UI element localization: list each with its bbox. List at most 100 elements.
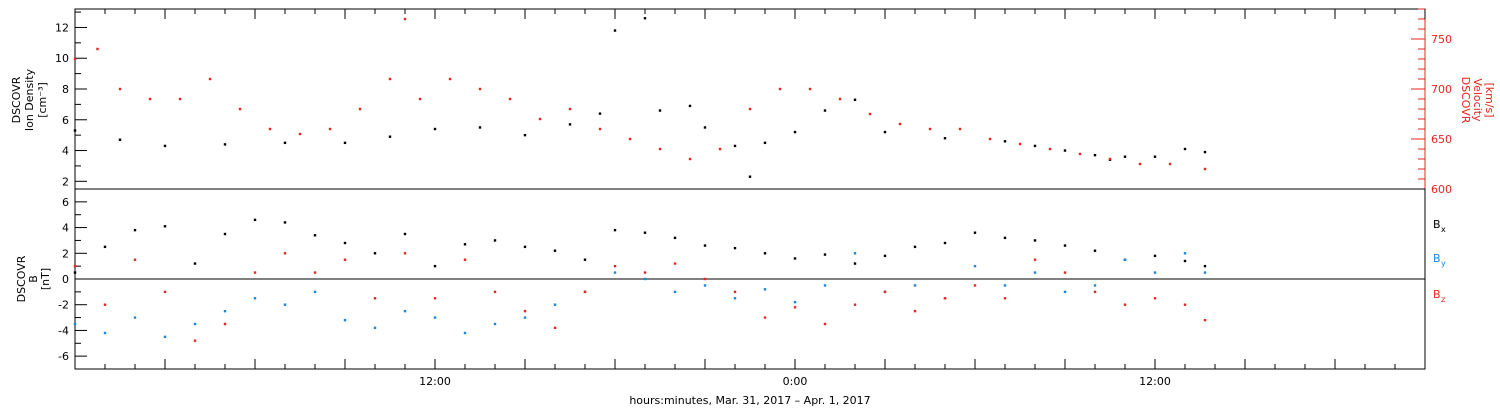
data-point	[433, 264, 437, 268]
data-point	[1003, 236, 1007, 240]
velocity-axis-label-line2: Velocity	[1471, 78, 1484, 122]
data-point	[208, 77, 212, 81]
data-point	[253, 297, 257, 300]
data-point	[868, 112, 872, 116]
data-point	[1108, 157, 1112, 161]
data-point	[1048, 147, 1052, 151]
b-tick-label: 6	[62, 196, 69, 209]
b-axis-label-line2: B	[27, 275, 40, 283]
data-point	[103, 245, 107, 249]
data-point	[283, 303, 287, 306]
data-point	[1063, 290, 1067, 294]
data-point	[883, 290, 887, 294]
legend-bx: B	[1433, 218, 1441, 231]
data-point	[163, 290, 167, 294]
data-point	[508, 97, 512, 101]
data-point	[343, 241, 347, 245]
b-tick-label: -6	[58, 350, 69, 363]
data-point	[103, 331, 107, 335]
data-point	[1203, 167, 1207, 171]
data-point	[943, 137, 947, 140]
data-point	[1153, 271, 1157, 274]
data-point	[1153, 254, 1157, 258]
data-point	[388, 135, 392, 138]
data-point	[1183, 303, 1187, 306]
series-by	[73, 252, 1207, 339]
data-point	[298, 132, 302, 136]
velocity-axis-label-unit: [km/s]	[1483, 82, 1496, 117]
data-point	[1033, 144, 1037, 148]
data-point	[223, 232, 227, 236]
data-point	[628, 137, 632, 141]
data-point	[568, 123, 572, 126]
data-point	[613, 228, 617, 232]
b-tick-label: 2	[62, 247, 69, 260]
data-point	[988, 137, 992, 141]
data-point	[1063, 244, 1067, 247]
data-point	[1063, 149, 1067, 152]
data-point	[913, 245, 917, 249]
data-point	[193, 322, 197, 326]
data-point	[313, 290, 317, 294]
data-point	[703, 284, 707, 287]
data-point	[493, 239, 497, 242]
data-point	[958, 127, 962, 131]
data-point	[148, 97, 152, 101]
data-point	[178, 97, 182, 101]
data-point	[763, 141, 767, 145]
data-point	[96, 47, 99, 51]
b-axis-label-unit: [nT]	[39, 268, 52, 290]
data-point	[1203, 264, 1207, 268]
density-axis-label-line2: Ion Density	[23, 68, 36, 131]
data-point	[118, 138, 122, 141]
density-tick-label: 6	[62, 114, 69, 127]
data-point	[133, 228, 137, 232]
data-point	[373, 252, 377, 255]
data-point	[553, 326, 557, 330]
legend-by: B	[1433, 252, 1441, 265]
b-tick-label: 4	[62, 222, 69, 235]
b-tick-label: 0	[62, 273, 69, 286]
data-point	[1033, 258, 1037, 261]
data-point	[478, 126, 482, 129]
data-point	[1033, 239, 1037, 242]
data-point	[763, 252, 767, 255]
data-point	[973, 284, 977, 287]
data-point	[853, 98, 857, 101]
density-tick-label: 4	[62, 145, 69, 158]
data-point	[613, 264, 617, 268]
data-point	[493, 290, 497, 294]
data-point	[703, 277, 707, 281]
data-point	[133, 258, 137, 261]
data-point	[583, 290, 587, 294]
data-point	[973, 231, 977, 234]
data-point	[883, 254, 887, 258]
data-point	[898, 122, 902, 126]
data-point	[73, 264, 77, 268]
data-point	[328, 127, 332, 131]
time-tick-label: 0:00	[783, 375, 808, 388]
data-point	[853, 262, 857, 265]
data-point	[943, 241, 947, 245]
data-point	[673, 262, 677, 265]
data-point	[343, 141, 347, 145]
data-point	[748, 175, 752, 178]
data-point	[523, 133, 527, 137]
density-tick-label: 8	[62, 83, 69, 96]
data-point	[1003, 140, 1007, 143]
data-point	[403, 232, 407, 236]
data-point	[973, 264, 977, 268]
data-point	[1203, 150, 1207, 154]
data-point	[1093, 290, 1097, 294]
data-point	[823, 109, 827, 112]
data-point	[1033, 271, 1037, 274]
data-point	[313, 271, 317, 274]
data-point	[793, 257, 797, 260]
legend-subscript: z	[1441, 295, 1445, 304]
data-point	[283, 141, 287, 145]
data-point	[268, 127, 272, 131]
